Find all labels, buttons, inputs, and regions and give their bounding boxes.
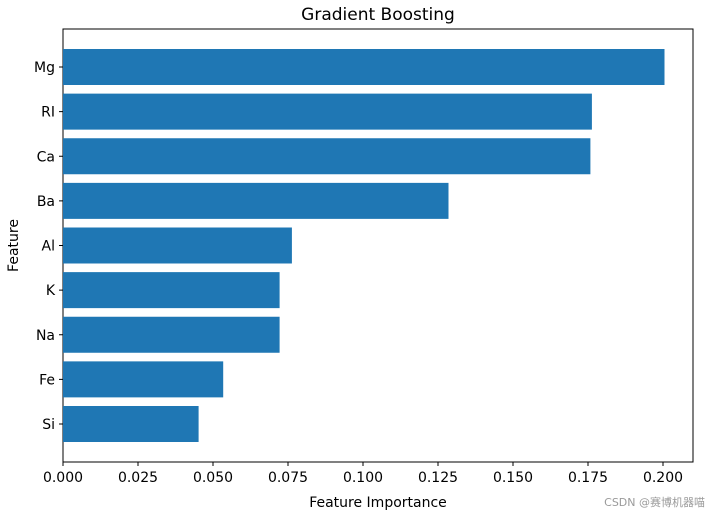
bar-na — [63, 316, 280, 353]
x-axis-label: Feature Importance — [309, 495, 447, 511]
y-tick-label: Fe — [39, 372, 55, 388]
bar-ri — [63, 93, 592, 130]
y-tick-label: RI — [41, 105, 55, 121]
x-tick-label: 0.100 — [343, 470, 383, 486]
chart-title: Gradient Boosting — [301, 5, 455, 25]
bar-k — [63, 272, 280, 309]
bar-mg — [63, 49, 665, 85]
y-tick-label: Na — [36, 328, 55, 344]
bar-si — [63, 406, 199, 442]
y-tick-label: K — [46, 283, 56, 299]
x-tick-label: 0.150 — [493, 470, 533, 486]
x-axis-ticks: 0.000 0.025 0.050 0.075 0.100 0.125 0.150 0.175… — [43, 462, 683, 486]
bar-ca — [63, 138, 591, 175]
x-tick-label: 0.000 — [43, 470, 83, 486]
x-tick-label: 0.075 — [268, 470, 308, 486]
x-tick-label: 0.200 — [643, 470, 683, 486]
y-axis-label: Feature — [6, 219, 22, 272]
y-axis-ticks: Mg RI Ca Ba Al K Na Fe Si — [34, 60, 63, 433]
y-tick-label: Al — [42, 239, 55, 255]
x-tick-label: 0.125 — [418, 470, 458, 486]
bars-group — [63, 49, 665, 442]
y-tick-label: Ba — [37, 194, 55, 210]
bar-al — [63, 227, 292, 264]
x-tick-label: 0.025 — [118, 470, 158, 486]
y-tick-label: Ca — [37, 149, 55, 165]
x-tick-label: 0.175 — [568, 470, 608, 486]
x-tick-label: 0.050 — [193, 470, 233, 486]
y-tick-label: Si — [42, 417, 55, 433]
bar-ba — [63, 182, 449, 219]
watermark: CSDN @赛博机器喵 — [604, 496, 705, 509]
y-tick-label: Mg — [34, 60, 55, 76]
bar-fe — [63, 361, 224, 398]
